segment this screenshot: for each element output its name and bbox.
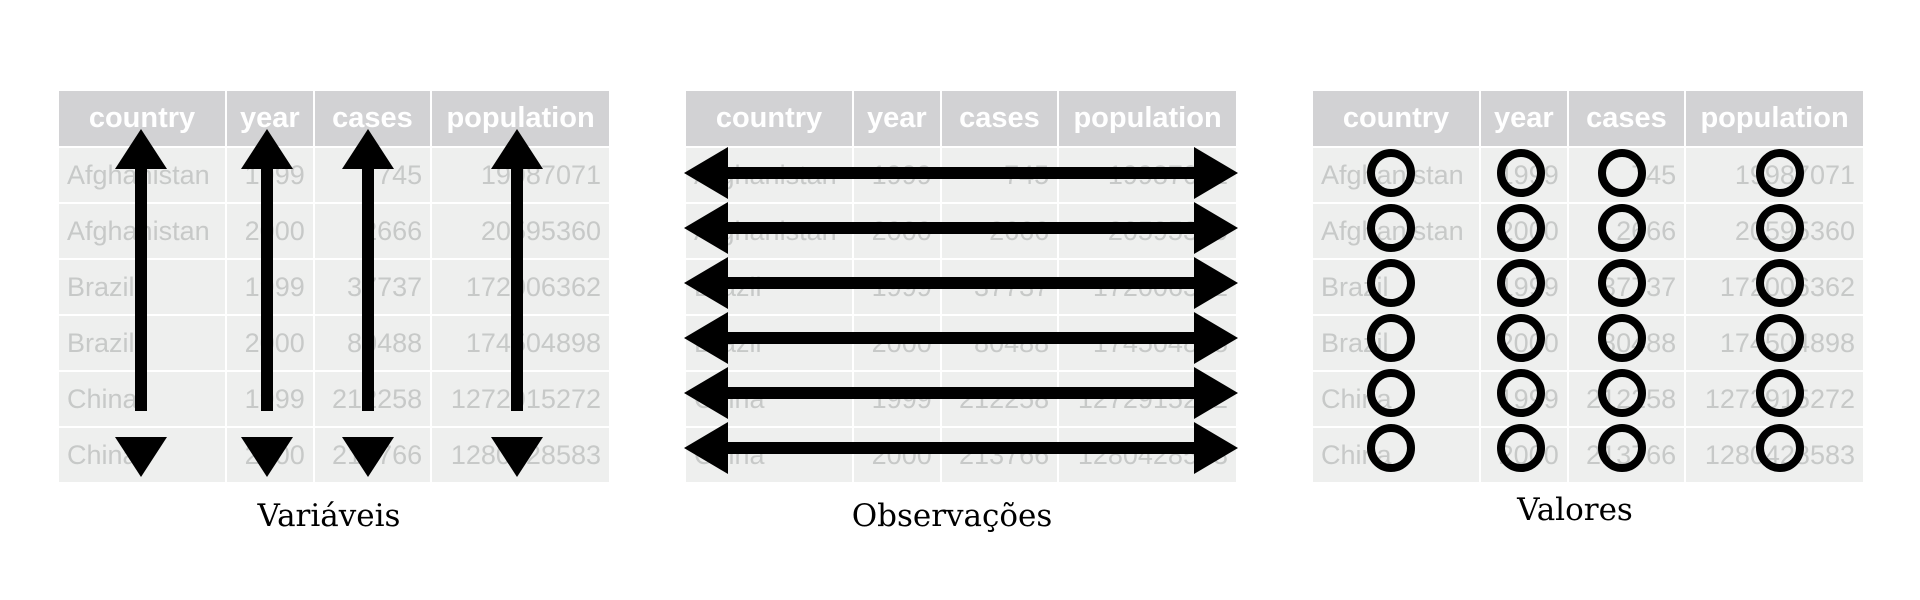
table-cell: 1999 — [1480, 370, 1569, 427]
column-header-year: year — [1480, 91, 1569, 147]
vertical-double-arrow — [115, 129, 167, 477]
overlay-variables — [115, 129, 543, 477]
horizontal-double-arrow — [684, 257, 1238, 309]
column-header-cases: cases — [940, 91, 1060, 147]
caption-variables: Variáveis — [257, 498, 401, 534]
value-circle — [1367, 314, 1415, 362]
value-circle — [1756, 424, 1804, 472]
table-cell: 213766 — [1567, 426, 1687, 482]
value-circle — [1497, 149, 1545, 197]
table-cell: 80488 — [313, 314, 433, 371]
caption-values: Valores — [1517, 492, 1633, 528]
value-circle — [1598, 369, 1646, 417]
table-cell: 80488 — [1567, 314, 1687, 371]
value-circle — [1367, 369, 1415, 417]
table-cell: Brazil — [1313, 314, 1481, 371]
value-circle — [1497, 314, 1545, 362]
column-header-year: year — [853, 91, 942, 147]
value-circle — [1756, 149, 1804, 197]
horizontal-double-arrow — [684, 422, 1238, 474]
value-circle — [1497, 204, 1545, 252]
column-header-population: population — [1685, 91, 1863, 147]
column-header-cases: cases — [1567, 91, 1687, 147]
value-circle — [1756, 204, 1804, 252]
value-circle — [1367, 204, 1415, 252]
table-header-row: country year cases population — [686, 91, 1236, 147]
column-header-population: population — [431, 91, 609, 147]
caption-observations: Observações — [851, 498, 1053, 534]
value-circle — [1367, 259, 1415, 307]
column-header-cases: cases — [313, 91, 433, 147]
value-circle — [1497, 369, 1545, 417]
value-circle — [1756, 369, 1804, 417]
table-cell: 1272915272 — [1685, 370, 1863, 427]
value-circle — [1756, 314, 1804, 362]
table-cell: China — [1313, 426, 1481, 482]
horizontal-double-arrow — [684, 202, 1238, 254]
overlay-observations — [684, 147, 1238, 474]
panel-values: country year cases population Afghanistan 19… — [1313, 91, 1863, 531]
value-circle — [1598, 424, 1646, 472]
horizontal-double-arrow — [684, 147, 1238, 199]
table-cell: 1280428583 — [1685, 426, 1863, 482]
vertical-double-arrow — [241, 129, 293, 477]
value-circle — [1598, 259, 1646, 307]
value-circle — [1367, 424, 1415, 472]
value-circle — [1598, 149, 1646, 197]
value-circle — [1598, 204, 1646, 252]
value-circle — [1598, 314, 1646, 362]
horizontal-double-arrow — [684, 312, 1238, 364]
column-header-population: population — [1058, 91, 1236, 147]
value-circle — [1497, 424, 1545, 472]
vertical-double-arrow — [491, 129, 543, 477]
value-circle — [1367, 149, 1415, 197]
column-header-country: country — [686, 91, 854, 147]
overlay-values — [1367, 149, 1804, 472]
vertical-double-arrow — [342, 129, 394, 477]
column-header-country: country — [1313, 91, 1481, 147]
value-circle — [1497, 259, 1545, 307]
value-circle — [1756, 259, 1804, 307]
table-cell: 2000 — [1480, 426, 1569, 482]
table-header-row: country year cases population — [1313, 91, 1863, 147]
horizontal-double-arrow — [684, 367, 1238, 419]
table-cell: 2000 — [1480, 202, 1569, 259]
